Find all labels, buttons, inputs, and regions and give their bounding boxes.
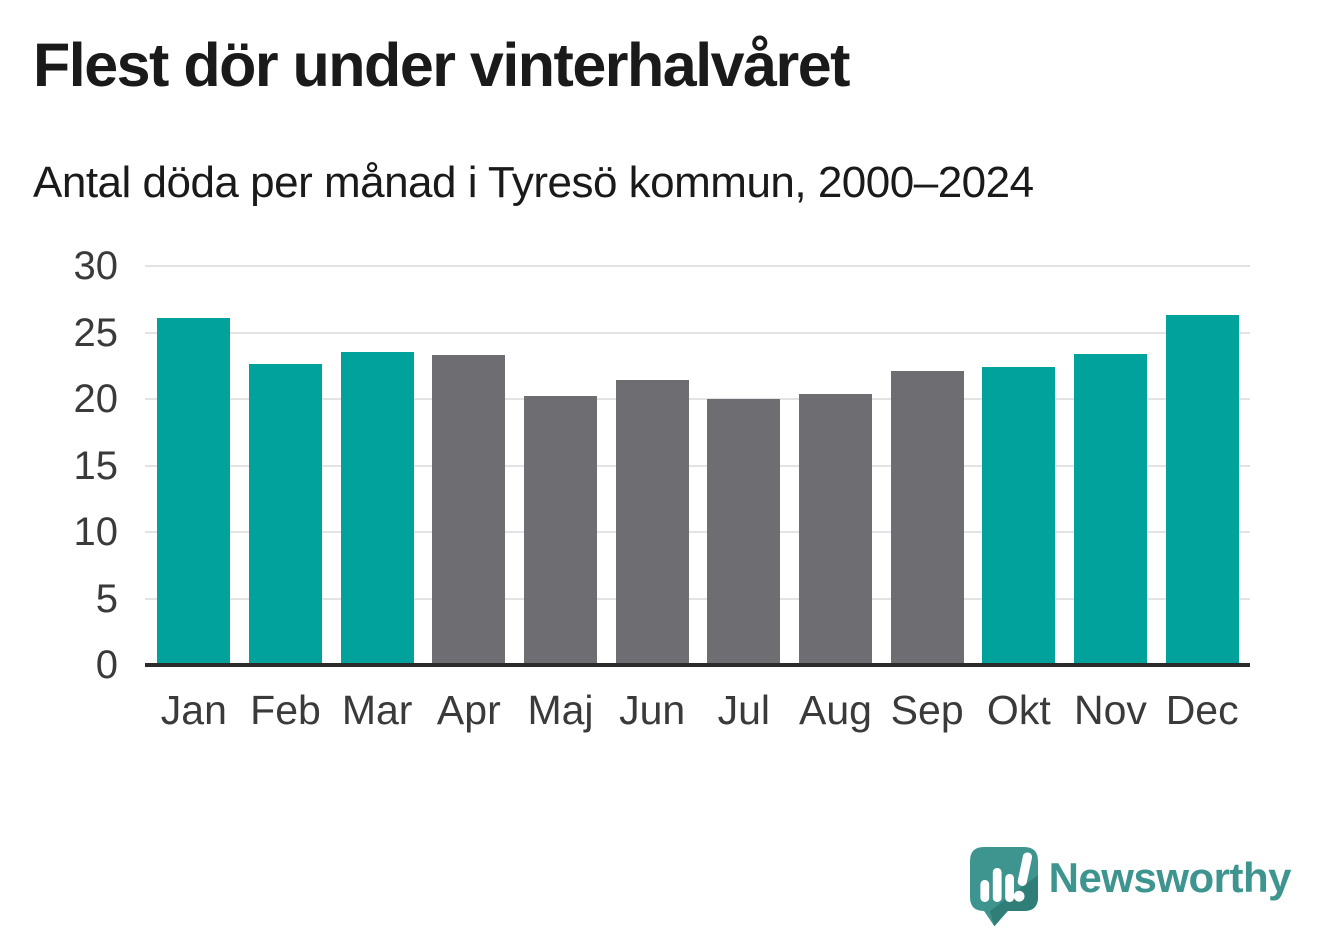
x-tick-label-okt: Okt — [986, 687, 1051, 733]
y-tick-label-0: 0 — [95, 643, 118, 687]
chart-title: Flest dör under vinterhalvåret — [33, 31, 851, 99]
newsworthy-logo: Newsworthy — [968, 845, 1292, 927]
bar-feb — [249, 364, 322, 665]
logo-bar-2 — [992, 868, 1002, 902]
bar-jan — [157, 317, 231, 665]
x-tick-label-apr: Apr — [436, 687, 501, 733]
x-tick-label-jun: Jun — [619, 687, 686, 733]
bar-aug — [799, 393, 872, 665]
logo-exclamation-mark — [1017, 852, 1032, 886]
bar-sep — [890, 371, 964, 665]
gridline-25 — [145, 331, 1250, 334]
bar-nov — [1074, 353, 1147, 665]
x-tick-label-jan: Jan — [160, 687, 227, 733]
bar-jul — [707, 399, 781, 665]
brand-name: Newsworthy — [1048, 854, 1292, 901]
x-tick-label-nov: Nov — [1074, 687, 1147, 733]
gridline-15 — [145, 464, 1250, 467]
y-tick-label-30: 30 — [73, 244, 119, 288]
bar-maj — [524, 396, 597, 665]
gridline-30 — [145, 265, 1250, 267]
gridline-5 — [145, 597, 1250, 600]
bar-mar — [340, 352, 414, 665]
y-tick-label-15: 15 — [73, 443, 119, 488]
x-tick-label-jul: Jul — [717, 687, 771, 733]
x-tick-label-dec: Dec — [1165, 687, 1239, 733]
gridline-20 — [145, 398, 1250, 400]
x-tick-label-maj: Maj — [527, 687, 594, 733]
x-tick-label-feb: Feb — [250, 687, 321, 733]
bar-dec — [1165, 315, 1239, 665]
bar-jun — [615, 380, 689, 665]
newsworthy-speech-bubble-bar-chart-icon — [969, 847, 1038, 927]
gridline-10 — [145, 531, 1250, 533]
y-tick-label-25: 25 — [73, 310, 119, 355]
y-tick-label-20: 20 — [73, 377, 119, 421]
y-tick-label-10: 10 — [73, 510, 119, 554]
x-axis-baseline — [145, 663, 1250, 667]
x-axis: Jan Feb Mar Apr Maj Jun Jul Aug Sep Okt Nov Dec — [148, 682, 1248, 738]
plot-area — [145, 265, 1250, 667]
logo-exclamation-dot — [1013, 890, 1025, 902]
logo-bar-3 — [1004, 874, 1014, 902]
x-tick-label-mar: Mar — [341, 687, 413, 733]
x-tick-label-sep: Sep — [890, 687, 964, 733]
logo-bar-1 — [980, 880, 989, 902]
bar-okt — [982, 367, 1056, 665]
chart-subtitle: Antal döda per månad i Tyresö kommun, 20… — [33, 158, 1034, 207]
y-tick-label-5: 5 — [95, 576, 118, 621]
x-tick-label-aug: Aug — [799, 687, 872, 733]
speech-bubble-shade — [989, 875, 1038, 927]
y-axis: 0 5 10 15 20 25 30 — [0, 244, 119, 687]
bar-apr — [432, 355, 506, 665]
